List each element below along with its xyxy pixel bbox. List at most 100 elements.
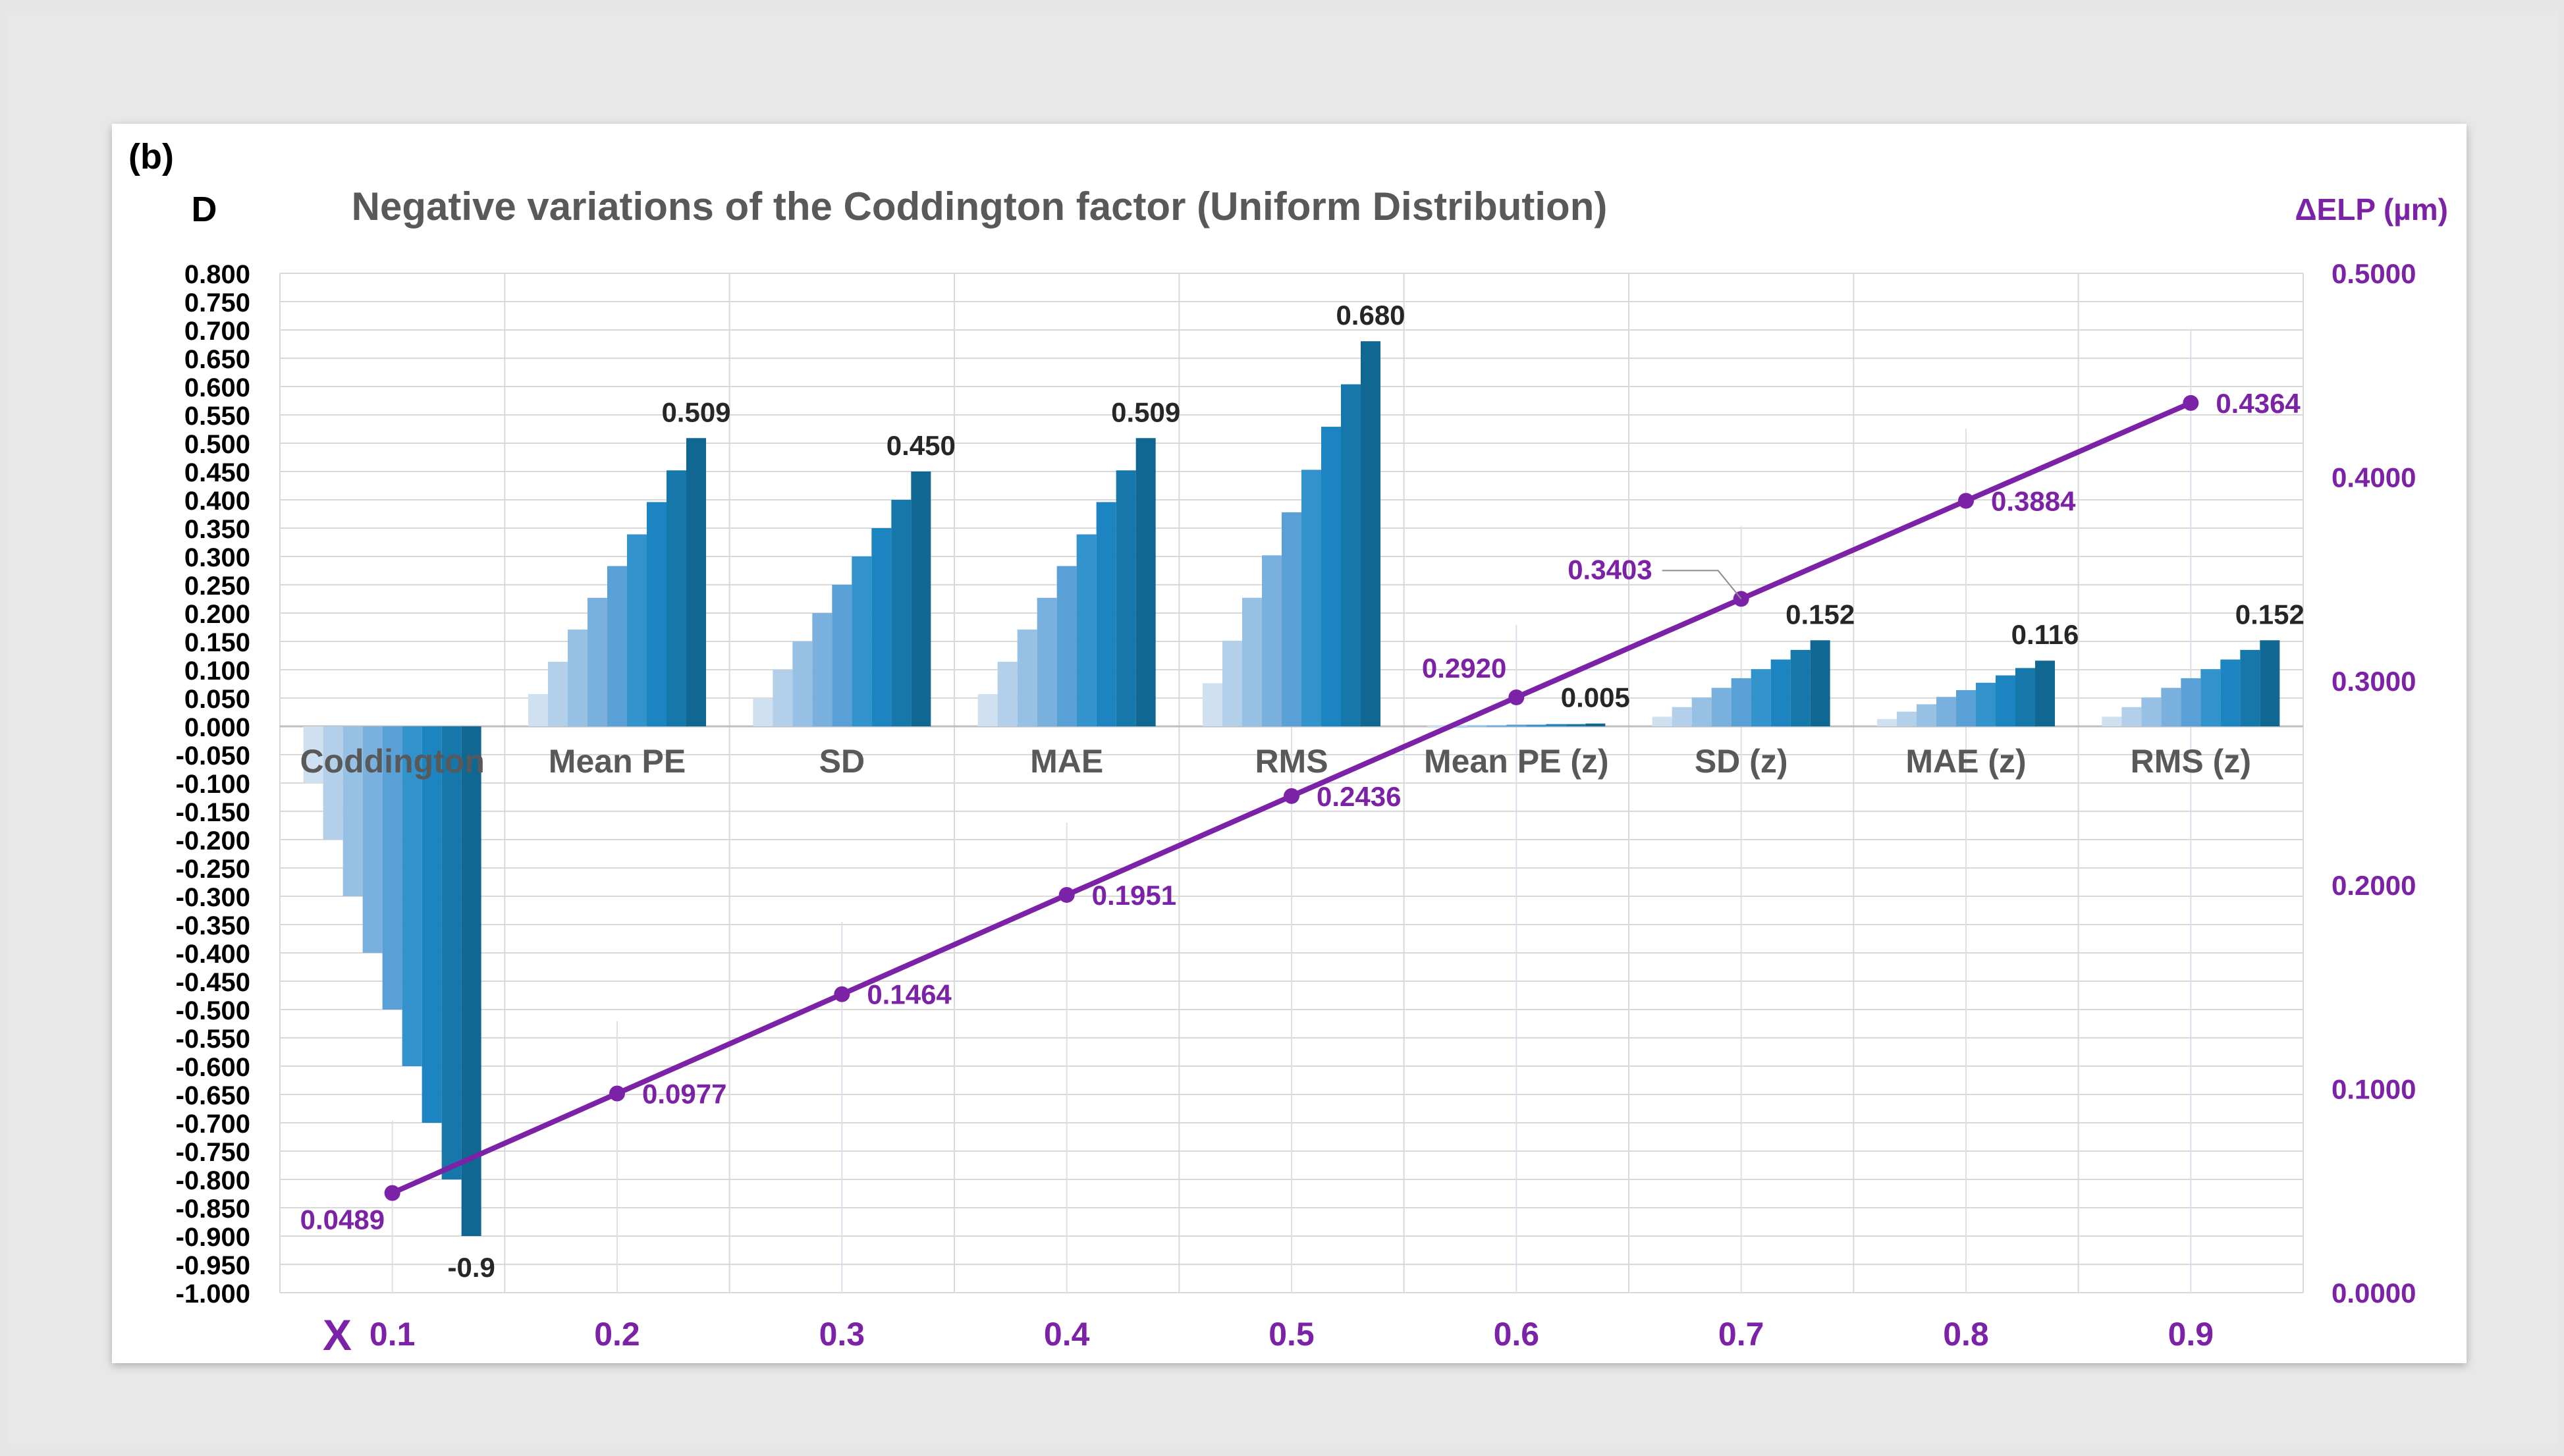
bar <box>686 438 706 726</box>
left-tick-label: 0.250 <box>184 572 250 601</box>
bar <box>792 641 813 726</box>
bar <box>871 528 892 726</box>
bar <box>323 726 343 840</box>
bar <box>2181 678 2201 726</box>
bar <box>1203 683 1222 726</box>
line-point-label: 0.4364 <box>2216 388 2301 419</box>
bar <box>1341 384 1361 726</box>
bar <box>891 500 912 726</box>
right-axis-label: ΔELP (µm) <box>2295 192 2448 227</box>
left-tick-label: -0.300 <box>176 883 250 912</box>
left-tick-label: 0.500 <box>184 430 250 459</box>
category-label: RMS <box>1255 743 1328 780</box>
left-tick-label: 0.400 <box>184 487 250 516</box>
bar <box>1361 341 1380 726</box>
line-point <box>609 1085 625 1102</box>
x-tick-label: 0.3 <box>819 1316 865 1353</box>
bar <box>382 726 402 1010</box>
bar <box>1751 669 1771 726</box>
left-tick-label: 0.350 <box>184 515 250 544</box>
bar-value-label: 0.450 <box>886 430 956 461</box>
bar <box>2200 669 2221 726</box>
left-tick-label: 0.600 <box>184 373 250 402</box>
bar-value-label: 0.509 <box>661 396 730 427</box>
bar <box>1731 678 1751 726</box>
line-point <box>834 986 850 1002</box>
bars <box>303 341 2280 1236</box>
left-tick-label: 0.000 <box>184 713 250 742</box>
bar <box>568 629 587 726</box>
category-label: RMS (z) <box>2131 743 2251 780</box>
panel-label: (b) <box>128 137 174 176</box>
bar <box>548 661 568 726</box>
left-tick-label: -0.500 <box>176 996 250 1025</box>
category-label: SD <box>819 743 865 780</box>
line-point <box>1284 788 1299 804</box>
category-label: Mean PE (z) <box>1424 743 1609 780</box>
left-tick-label: -0.700 <box>176 1110 250 1139</box>
chart-title: Negative variations of the Coddington fa… <box>352 184 1608 229</box>
left-tick-label: -0.600 <box>176 1053 250 1082</box>
left-tick-label: -0.400 <box>176 940 250 969</box>
bar <box>2240 649 2260 726</box>
bar <box>1076 534 1097 726</box>
left-tick-label: 0.150 <box>184 628 250 657</box>
bar <box>1711 688 1732 726</box>
bar <box>1467 725 1487 728</box>
bar <box>2161 688 2181 726</box>
bar <box>1956 689 1976 726</box>
x-tick-label: 0.9 <box>2168 1316 2214 1353</box>
bar <box>402 726 422 1066</box>
bar <box>1897 711 1917 726</box>
bar <box>1017 629 1037 726</box>
left-tick-label: -0.450 <box>176 968 250 997</box>
left-tick-label: -0.950 <box>176 1251 250 1280</box>
bar <box>1526 724 1546 727</box>
bar <box>627 534 647 726</box>
x-axis-symbol: X <box>323 1310 352 1359</box>
left-tick-label: 0.100 <box>184 657 250 686</box>
bar <box>1770 659 1791 726</box>
bar <box>461 726 481 1236</box>
category-label: MAE (z) <box>1905 743 2026 780</box>
line-point-label: 0.3403 <box>1568 554 1652 585</box>
line-point-label: 0.0977 <box>642 1079 726 1110</box>
bar <box>773 670 793 726</box>
bar-value-label: 0.005 <box>1561 682 1630 713</box>
left-tick-label: -0.200 <box>176 826 250 855</box>
left-tick-label: -0.800 <box>176 1166 250 1195</box>
bar <box>1321 427 1341 726</box>
bar-value-label: 0.152 <box>1786 599 1855 630</box>
x-tick-label: 0.8 <box>1943 1316 1989 1353</box>
chart: (b) D Negative variations of the Codding… <box>128 137 2448 1359</box>
line-point-label: 0.1464 <box>867 979 952 1010</box>
bar <box>1037 597 1057 726</box>
bar <box>2121 707 2142 726</box>
left-axis-label: D <box>192 190 217 229</box>
left-tick-label: -0.650 <box>176 1081 250 1110</box>
bar <box>911 472 931 726</box>
line-point-label: 0.0489 <box>300 1204 385 1235</box>
bar <box>528 693 548 726</box>
bar <box>303 726 323 783</box>
bar <box>852 556 872 726</box>
line-point <box>1508 689 1525 705</box>
x-tick-label: 0.5 <box>1268 1316 1315 1353</box>
bar <box>1691 697 1712 726</box>
bar <box>1447 726 1467 728</box>
bar <box>1301 470 1321 726</box>
bar-value-label: 0.680 <box>1336 300 1405 331</box>
chart-text: -1.000-0.950-0.900-0.850-0.800-0.750-0.7… <box>176 258 2416 1353</box>
bar <box>1135 438 1156 726</box>
bar <box>1096 502 1116 726</box>
x-tick-label: 0.2 <box>594 1316 640 1353</box>
leader-line <box>1662 570 1742 600</box>
bar <box>362 726 383 953</box>
bar <box>1566 724 1586 726</box>
line-series <box>384 394 2199 1201</box>
left-tick-label: 0.200 <box>184 600 250 629</box>
left-tick-label: -0.750 <box>176 1138 250 1167</box>
bar <box>2220 659 2241 726</box>
bar <box>1936 697 1956 726</box>
left-tick-label: 0.450 <box>184 458 250 487</box>
